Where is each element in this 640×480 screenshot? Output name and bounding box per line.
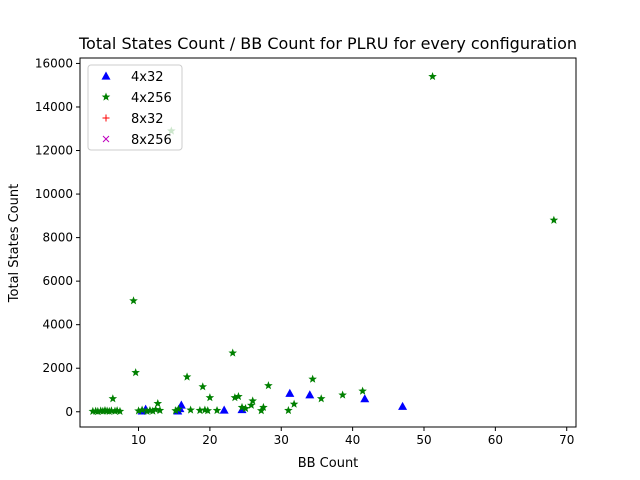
data-point (212, 405, 222, 415)
data-point (137, 405, 147, 414)
x-tick-label: 40 (345, 433, 360, 447)
x-tick-label: 70 (559, 433, 574, 447)
data-point (338, 390, 347, 399)
data-point (205, 393, 215, 402)
legend-label: 8x256 (131, 133, 172, 148)
y-tick-label: 0 (65, 405, 73, 419)
data-point (129, 296, 138, 305)
legend-marker (102, 114, 110, 122)
data-point (398, 401, 408, 410)
data-point (108, 394, 118, 403)
data-point (195, 405, 205, 415)
plot-area (88, 72, 559, 416)
data-point (289, 399, 299, 408)
data-point (247, 400, 256, 409)
data-point (428, 72, 437, 81)
data-point (241, 404, 250, 413)
chart-title: Total States Count / BB Count for PLRU f… (78, 34, 577, 53)
data-point (186, 405, 195, 414)
data-point (98, 406, 108, 415)
data-point (134, 406, 143, 415)
data-point (549, 215, 559, 224)
data-point (203, 406, 213, 415)
data-point (285, 388, 295, 397)
y-tick-label: 16000 (35, 56, 73, 70)
x-tick-label: 20 (202, 433, 217, 447)
legend-label: 8x32 (131, 112, 164, 127)
x-tick-label: 60 (488, 433, 503, 447)
y-axis: 0 2000 4000 6000 8000 10000 12000 14000 16000 (35, 56, 80, 419)
x-tick-label: 10 (131, 433, 146, 447)
y-tick-label: 4000 (42, 318, 73, 332)
data-point (284, 405, 293, 415)
x-axis-label: BB Count (298, 456, 359, 471)
data-point (153, 398, 163, 408)
legend-marker (102, 135, 110, 143)
y-tick-label: 8000 (42, 231, 73, 245)
data-point (248, 396, 257, 405)
data-point (115, 406, 125, 415)
x-axis: 10 20 30 40 50 60 70 (131, 427, 574, 447)
data-point (182, 372, 192, 381)
legend-label: 4x256 (131, 91, 172, 106)
data-point (264, 381, 273, 390)
data-point (230, 393, 240, 402)
data-point (142, 406, 152, 415)
legend: 4x32 4x256 8x32 8x256 (87, 64, 183, 151)
data-point (360, 394, 370, 403)
y-tick-label: 2000 (42, 361, 73, 375)
data-point (107, 406, 116, 415)
data-point (308, 374, 317, 383)
data-point (93, 406, 103, 416)
legend-marker (101, 71, 111, 80)
data-point (219, 405, 229, 414)
data-point (234, 392, 243, 401)
data-point (228, 348, 237, 357)
y-tick-label: 6000 (42, 274, 73, 288)
data-point (151, 405, 160, 414)
data-point (237, 402, 247, 412)
data-point (198, 382, 208, 391)
data-point (174, 404, 183, 413)
legend-label: 4x32 (131, 70, 164, 85)
x-tick-label: 50 (416, 433, 431, 447)
y-tick-label: 14000 (35, 100, 73, 114)
x-tick-label: 30 (274, 433, 289, 447)
y-axis-label: Total States Count (7, 184, 22, 303)
data-point (88, 406, 98, 415)
legend-box (87, 64, 183, 151)
y-tick-label: 12000 (35, 144, 73, 158)
data-point (148, 406, 158, 415)
data-point (155, 405, 165, 415)
legend-marker (101, 92, 111, 101)
data-point (316, 394, 326, 403)
data-point (305, 390, 315, 399)
data-point (131, 368, 140, 377)
plot-frame (79, 57, 577, 428)
data-point (171, 406, 180, 415)
data-point (358, 386, 367, 395)
data-point (259, 402, 268, 412)
y-tick-label: 10000 (35, 187, 73, 201)
